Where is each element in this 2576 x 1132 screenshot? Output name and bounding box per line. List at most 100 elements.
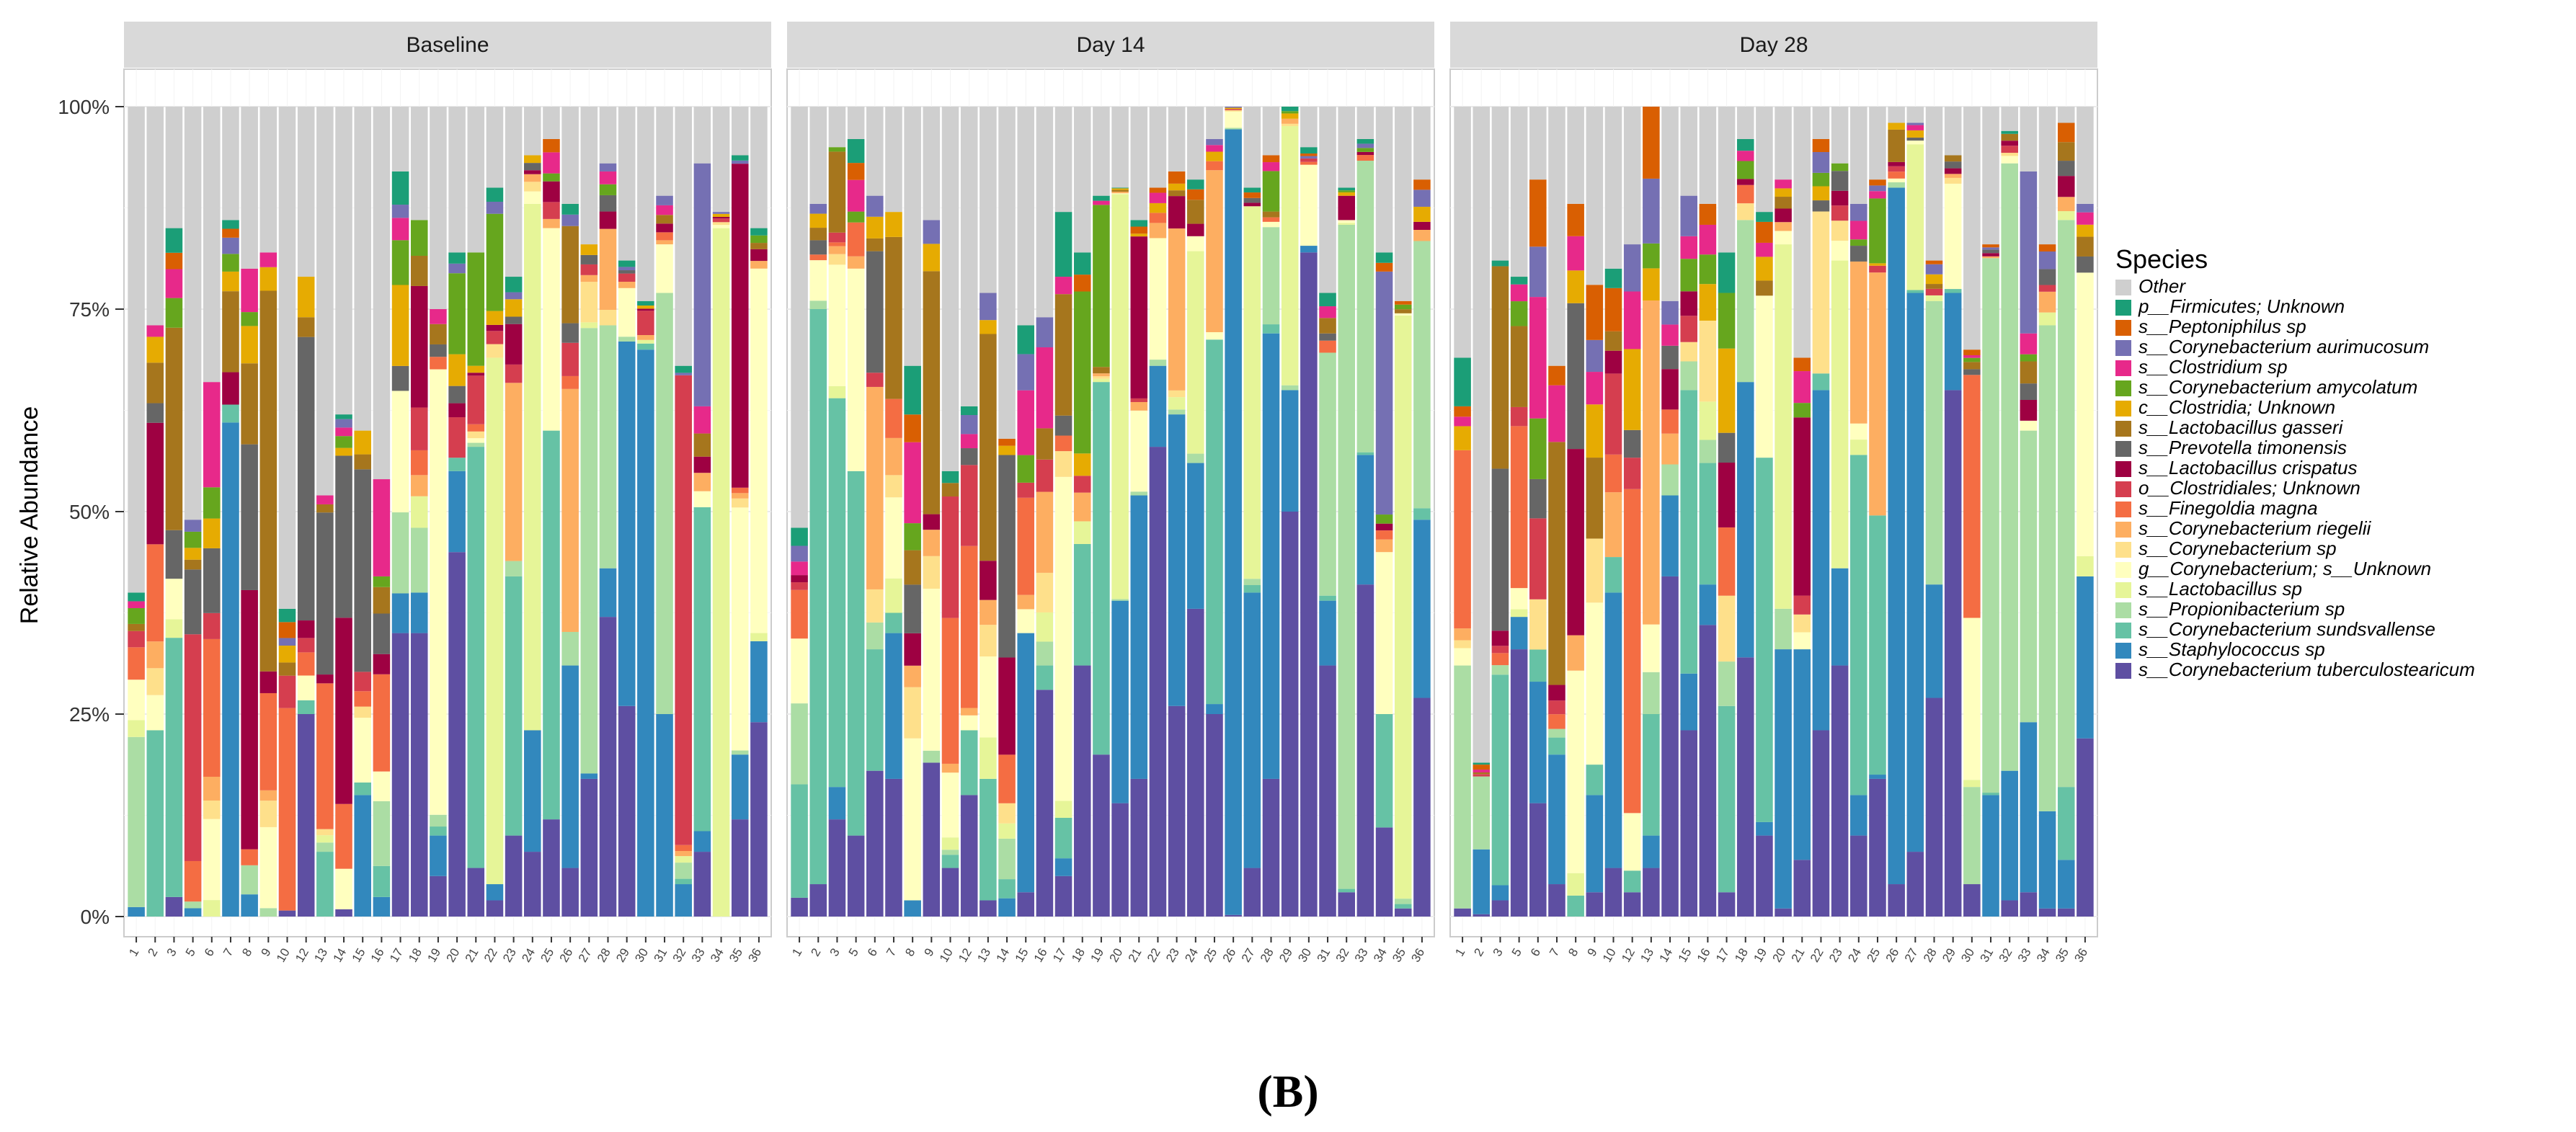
bar-segment [203,382,221,488]
bar-segment [486,213,504,311]
bar-segment [1356,151,1374,156]
legend-swatch [2115,522,2131,538]
bar-sample-33 [2020,107,2038,917]
bar-segment [885,107,902,213]
bar-segment [791,582,808,590]
bar-segment [675,375,692,845]
bar-sample-34 [712,107,730,917]
bar-segment [1206,170,1223,333]
bar-segment [637,349,654,917]
bar-segment [847,471,865,836]
bar-segment [599,211,617,229]
bar-sample-28 [599,107,617,917]
bar-segment [1111,600,1129,803]
bar-sample-26 [561,107,579,917]
bar-segment [960,448,978,465]
bar-segment [241,865,258,895]
bar-segment [1281,107,1299,112]
bar-segment [316,835,334,843]
bar-segment [1680,195,1697,236]
bar-segment [904,414,921,442]
bar-segment [1413,508,1431,520]
bar-sample-7 [885,107,902,917]
bar-segment [1529,418,1547,479]
bar-segment [809,240,827,255]
bar-segment [1168,228,1186,391]
bar-segment [847,163,865,180]
bar-segment [1623,349,1641,430]
bar-segment [1793,649,1811,860]
x-tick-label: 28 [1921,946,1940,965]
bar-segment [505,316,523,324]
bar-segment [1262,162,1280,171]
bar-segment [1906,122,1924,125]
bar-segment [1604,107,1622,269]
bar-segment [2020,333,2038,355]
bar-segment [1206,145,1223,152]
bar-segment [960,465,978,546]
bar-segment [2020,400,2038,421]
bar-segment [904,550,921,585]
bar-segment [543,218,560,228]
bar-segment [222,228,239,238]
bar-segment [1850,440,1867,455]
bar-segment [1187,453,1204,463]
bar-segment [904,900,921,917]
bar-segment [391,205,409,218]
bar-segment [1661,409,1679,434]
bar-sample-24 [524,107,541,917]
bar-segment [1375,539,1393,553]
x-tick-label: 35 [1390,946,1408,965]
bar-segment [297,700,315,714]
bar-segment [203,900,221,917]
bar-segment [1168,171,1186,184]
bar-segment [904,687,921,739]
x-tick-label: 17 [1050,946,1069,965]
bar-segment [2001,141,2018,146]
x-tick-label: 29 [1940,946,1958,965]
bar-sample-1 [128,107,145,917]
x-tick-label: 17 [1713,946,1732,965]
bar-sample-10 [278,107,296,917]
bar-segment [1529,478,1547,519]
bar-segment [165,530,183,579]
x-tick-label: 7 [221,946,236,959]
bar-segment [505,364,523,383]
bar-segment [1586,107,1604,285]
bar-segment [505,324,523,365]
bar-segment [866,195,884,217]
x-tick-label: 25 [538,946,556,965]
bar-segment [618,273,636,282]
x-tick-label: 27 [1902,946,1921,965]
bar-segment [1888,178,1905,183]
bar-segment [1944,155,1962,162]
bar-segment [750,243,768,249]
bar-segment [1567,873,1584,896]
bar-segment [980,656,997,738]
bar-segment [637,339,654,344]
bar-segment [165,252,183,269]
bar-segment [1073,453,1091,476]
bar-segment [1054,212,1072,277]
bar-segment [1604,288,1622,331]
bar-segment [165,269,183,298]
bar-segment [1375,262,1393,272]
bar-segment [410,475,428,496]
bar-segment [1510,426,1528,589]
bar-segment [809,228,827,241]
bar-segment [467,438,485,443]
bar-segment [391,391,409,513]
bar-segment [165,619,183,638]
bar-segment [1661,369,1679,410]
bar-segment [467,442,485,447]
bar-segment [1661,300,1679,325]
y-axis: 0% 25% 50% 75% 100% [58,96,124,928]
bar-segment [1149,213,1167,223]
bar-segment [1643,178,1660,244]
bar-segment [941,837,959,850]
bar-segment [1623,489,1641,814]
bar-segment [1054,107,1072,213]
bar-segment [561,665,579,868]
bar-sample-3 [828,107,846,917]
bar-segment [750,228,768,236]
